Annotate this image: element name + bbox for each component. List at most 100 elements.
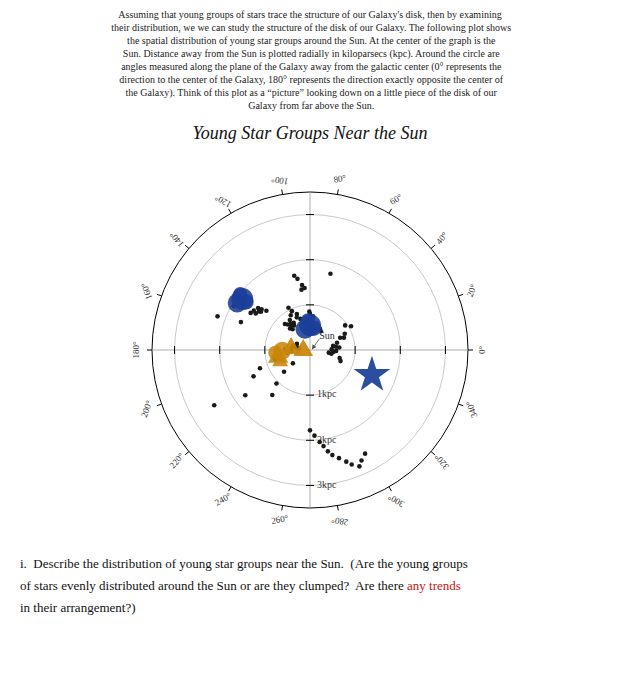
chart: Assuming that young groups of stars trac… (0, 0, 620, 700)
star-group-dot (349, 324, 354, 329)
tick-label: 160° (139, 281, 154, 301)
star-group-dot (292, 274, 297, 279)
star-group-dot (363, 451, 368, 456)
star-group-dot (337, 456, 342, 461)
tick (306, 214, 314, 215)
star-group-dot (295, 315, 300, 320)
tick (468, 350, 473, 351)
tick (306, 259, 314, 260)
header-line: angles measured along the plane of the G… (119, 61, 502, 73)
nebula-blob (233, 287, 247, 301)
axis-domain (152, 192, 468, 508)
annotation: Sun (319, 330, 335, 341)
header-line: Assuming that young groups of stars trac… (118, 9, 501, 20)
star-group-dot (239, 320, 244, 325)
star-group-dot (291, 361, 296, 366)
star-group-dot (248, 311, 253, 316)
star-group-dot (283, 322, 288, 327)
star-marker (354, 356, 391, 391)
title: Young Star Groups Near the Sun (192, 123, 427, 143)
tick (174, 346, 175, 354)
tick-label: 200° (139, 399, 154, 419)
footer-line: i. Describe the distribution of young st… (20, 556, 468, 571)
tick (281, 189, 283, 194)
tick (219, 346, 220, 354)
tick (306, 395, 314, 396)
tick (157, 294, 162, 296)
star-group-dot (331, 344, 336, 349)
tick (389, 487, 392, 491)
tick (185, 452, 189, 455)
star-group-dot (349, 462, 354, 467)
series (354, 356, 391, 391)
star-group-dot (334, 349, 339, 354)
footer-text: i. Describe the distribution of young st… (20, 556, 468, 571)
tick (355, 346, 356, 354)
tick-label: 300° (386, 492, 406, 509)
polar-axes: 1kpc2kpc3kpc0°20°40°60°80°100°120°140°16… (131, 173, 487, 528)
tick (445, 346, 446, 354)
star-group-dot (335, 340, 340, 345)
header-line: the Galaxy). Think of this plot as a “pi… (123, 87, 498, 99)
star-group-dot (212, 403, 217, 408)
tick-label: 100° (270, 174, 289, 187)
star-group-dot (337, 356, 342, 361)
star-group-dot (251, 374, 256, 379)
star-group-dot (308, 428, 313, 433)
tick-label: 240° (213, 490, 233, 507)
tick-label: 1kpc (317, 388, 337, 399)
star-group-dot (300, 283, 305, 288)
star-group-dot (270, 393, 275, 398)
star-group-dot (282, 369, 287, 374)
footer-highlight: any trends (407, 578, 461, 593)
tick-label: 180° (131, 341, 141, 359)
tick (229, 487, 232, 491)
header: Assuming that young groups of stars trac… (109, 9, 512, 111)
header-line: Sun. Distance away from the Sun is plott… (120, 48, 500, 60)
tick (264, 346, 265, 354)
tick-label: 220° (167, 451, 186, 471)
tick-label: 320° (432, 452, 451, 472)
tick (306, 304, 314, 305)
tick (306, 440, 314, 441)
tick (458, 294, 463, 296)
tick (147, 350, 152, 351)
header-line: their distribution, we we can study the … (109, 22, 512, 33)
star-group-dot (243, 393, 248, 398)
tick-label: 3kpc (317, 479, 337, 490)
cluster-triangle (272, 353, 288, 367)
tick-label: 80° (333, 173, 348, 185)
tick-label: 2kpc (317, 434, 337, 445)
tick (185, 245, 189, 248)
star-group-dot (258, 366, 263, 371)
series (228, 287, 322, 339)
tick (281, 506, 283, 511)
star-group-dot (317, 440, 322, 445)
star-group-dot (253, 311, 258, 316)
star-group-dot (357, 464, 362, 469)
footer-text: in their arrangement?) (20, 600, 136, 615)
tick-label: 140° (167, 229, 186, 249)
tick (458, 404, 463, 406)
tick (400, 346, 401, 354)
star-group-dot (359, 458, 364, 463)
tick-label: 280° (330, 515, 349, 528)
annotation-arrow (312, 339, 319, 349)
footer-line: in their arrangement?) (20, 600, 136, 615)
star-group-dot (330, 453, 335, 458)
star-group-dot (344, 459, 349, 464)
tick (337, 189, 339, 194)
star-group-dot (288, 313, 293, 318)
tick (157, 404, 162, 406)
header-line: the spatial distribution of young star g… (125, 35, 496, 46)
footer-text: of stars evenly distributed around the S… (20, 578, 407, 593)
tick (431, 452, 435, 455)
star-group-dot (343, 323, 348, 328)
star-group-dot (286, 305, 291, 310)
tick-label: 120° (213, 192, 233, 209)
star-group-dot (264, 308, 269, 313)
marks (212, 271, 390, 468)
tick-label: 0° (477, 346, 487, 355)
tick (431, 245, 435, 248)
tick (389, 209, 392, 213)
